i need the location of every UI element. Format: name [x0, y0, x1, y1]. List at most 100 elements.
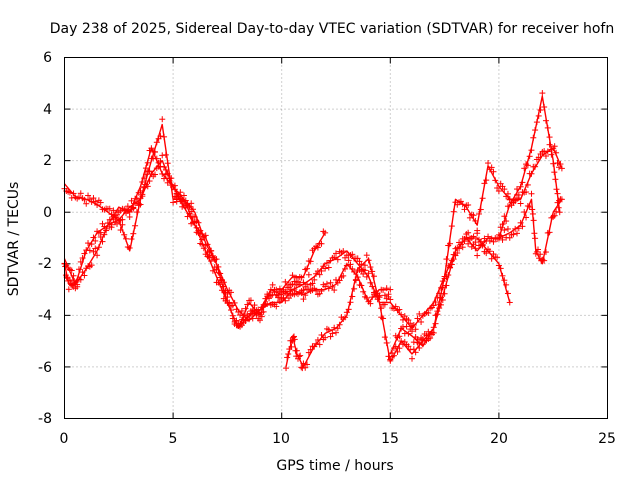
data-point: [514, 186, 520, 193]
data-point: [325, 326, 332, 333]
data-point: [504, 203, 511, 210]
data-point: [92, 245, 99, 252]
data-point: [175, 193, 182, 200]
data-point: [208, 258, 215, 265]
data-point: [331, 254, 338, 261]
data-point: [369, 294, 376, 301]
data-point: [528, 170, 535, 177]
data-point: [282, 278, 289, 285]
data-point: [104, 220, 111, 227]
data-point: [112, 214, 119, 221]
data-point: [510, 231, 517, 238]
data-point: [532, 235, 539, 242]
data-point: [81, 272, 88, 279]
data-point: [235, 308, 242, 315]
data-point: [558, 196, 565, 203]
data-point: [88, 262, 95, 269]
x-tick-label: 5: [169, 431, 178, 447]
data-point: [529, 206, 536, 213]
data-point: [74, 281, 81, 288]
x-tick-labels: 0 5 10 15 20 25: [60, 431, 616, 447]
data-point: [389, 350, 396, 357]
data-point: [351, 285, 358, 292]
data-point: [238, 307, 245, 314]
data-point: [345, 257, 352, 264]
data-point: [146, 178, 153, 185]
data-point: [255, 306, 262, 313]
data-point: [291, 336, 298, 343]
data-point: [262, 301, 269, 308]
data-point: [199, 236, 206, 243]
data-point: [349, 293, 356, 300]
y-tick-label: -6: [38, 360, 52, 376]
data-point: [318, 287, 325, 294]
data-point: [85, 240, 92, 247]
data-point: [554, 160, 561, 167]
data-point: [284, 290, 291, 297]
data-point: [515, 195, 522, 202]
data-point: [342, 265, 349, 272]
data-point: [152, 171, 158, 178]
data-point: [121, 231, 128, 238]
data-point: [322, 229, 329, 236]
data-point: [197, 231, 204, 238]
data-point: [546, 229, 553, 236]
data-point: [537, 107, 544, 114]
data-point: [479, 242, 486, 249]
data-point: [291, 291, 298, 298]
data-point: [204, 241, 211, 248]
data-point: [231, 318, 238, 325]
data-point: [535, 112, 542, 119]
data-point: [517, 200, 524, 207]
data-point: [553, 208, 560, 215]
data-point: [343, 262, 350, 269]
data-point: [336, 277, 343, 284]
data-point: [209, 267, 216, 274]
data-point: [316, 341, 323, 348]
data-point: [86, 247, 93, 254]
data-point: [313, 287, 320, 294]
y-tick-label: 4: [43, 102, 52, 118]
data-point: [304, 281, 311, 288]
data-point: [542, 153, 549, 160]
data-point: [228, 289, 235, 296]
data-point: [501, 186, 508, 193]
data-point: [445, 272, 452, 279]
data-point: [75, 194, 82, 201]
data-point: [256, 317, 263, 324]
data-point: [544, 124, 551, 131]
data-point: [414, 336, 421, 343]
data-point: [115, 217, 122, 224]
data-point: [383, 285, 390, 292]
data-point: [81, 196, 88, 203]
data-point: [228, 303, 235, 310]
data-point: [180, 200, 187, 207]
data-point: [494, 254, 501, 261]
data-point: [434, 294, 441, 301]
data-point: [331, 324, 338, 331]
x-axis-label: GPS time / hours: [276, 458, 393, 474]
data-point: [242, 305, 249, 312]
data-point: [405, 330, 412, 337]
data-point: [70, 272, 77, 279]
data-point: [200, 245, 207, 252]
data-point: [477, 238, 484, 245]
data-point: [506, 299, 513, 306]
data-point: [90, 195, 97, 202]
data-point: [443, 282, 450, 289]
data-point: [217, 274, 224, 281]
data-point: [218, 277, 225, 284]
data-point: [177, 198, 184, 205]
data-point: [300, 296, 307, 303]
data-point: [523, 189, 530, 196]
data-point: [485, 233, 492, 240]
data-point: [285, 284, 292, 291]
data-point: [448, 223, 455, 230]
data-point: [503, 281, 510, 288]
data-point: [363, 273, 370, 280]
data-point: [465, 201, 472, 208]
data-point: [283, 365, 290, 372]
data-point: [222, 297, 229, 304]
data-point: [367, 300, 374, 307]
data-point: [209, 252, 216, 259]
